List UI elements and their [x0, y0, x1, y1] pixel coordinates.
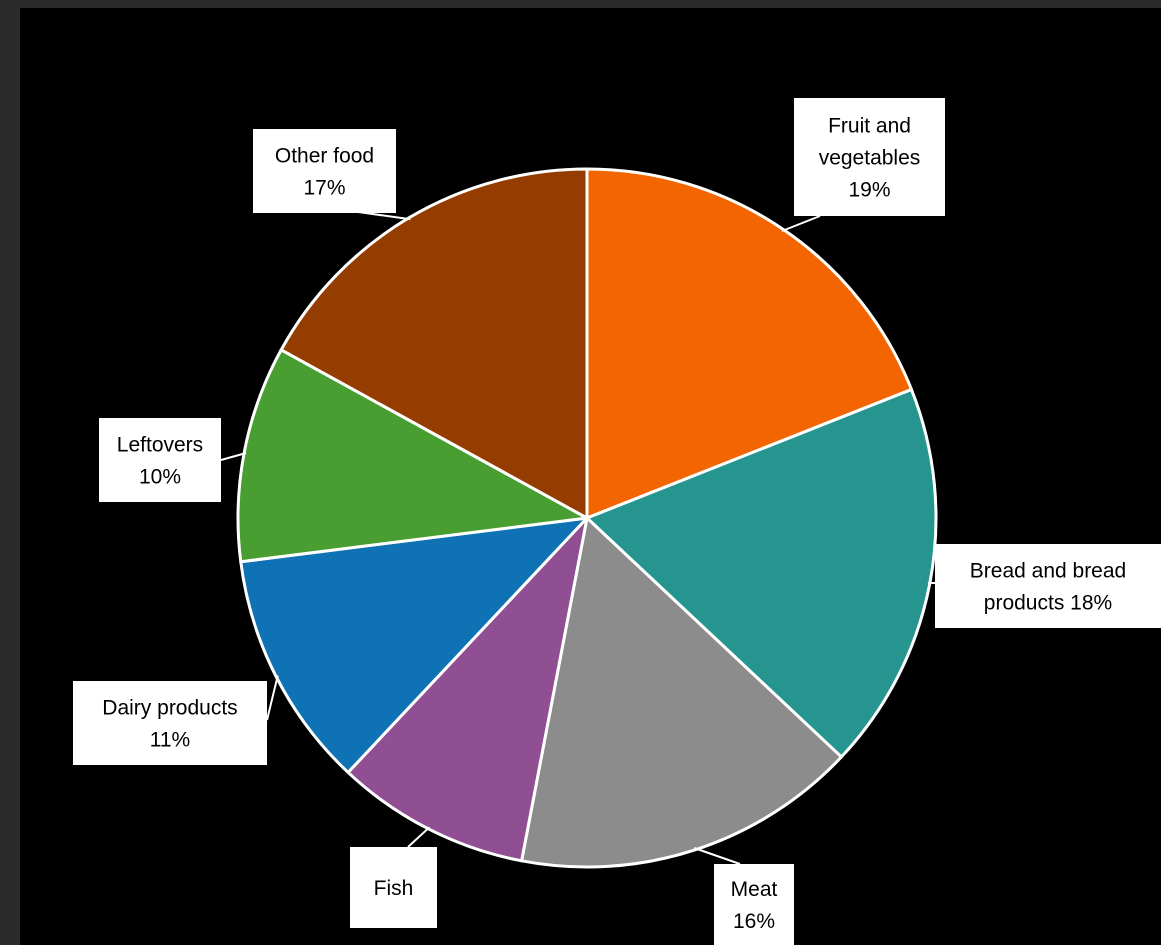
slice-label-dairy-products: Dairy products 11%: [73, 681, 267, 765]
pie-slice-meat: [520, 516, 843, 869]
label-text-line: 17%: [303, 176, 345, 199]
labels-layer: Fruit and vegetables 19% Bread and bread pro…: [73, 98, 1161, 945]
label-text-line: Dairy products: [102, 696, 237, 719]
chart-area: Fruit and vegetables 19% Bread and bread pro…: [20, 8, 1161, 945]
label-text-line: vegetables: [819, 146, 921, 169]
label-text-line: 11%: [150, 728, 190, 751]
label-text-line: Meat: [731, 878, 778, 901]
leader-line-fish: [407, 826, 431, 848]
pie-chart: Fruit and vegetables 19% Bread and bread pro…: [20, 8, 1161, 945]
label-box: [714, 864, 794, 945]
pie-slice-dairy-products: [239, 516, 589, 774]
leader-line-dairy-products: [266, 675, 279, 721]
pie-slice-fruit-and-vegetables: [585, 167, 913, 520]
slice-label-fish: Fish: [350, 847, 437, 928]
label-box: [253, 129, 396, 213]
slice-label-other-food: Other food 17%: [253, 129, 396, 213]
label-text-line: Other food: [275, 144, 374, 167]
slice-label-fruit-and-vegetables: Fruit and vegetables 19%: [794, 98, 945, 216]
slice-label-meat: Meat 16%: [714, 864, 794, 945]
label-box: [350, 847, 437, 928]
leader-line-fruit-and-vegetables: [781, 215, 821, 232]
label-text-line: 16%: [733, 910, 775, 933]
slice-label-leftovers: Leftovers 10%: [99, 418, 221, 502]
label-box: [935, 544, 1161, 628]
label-text-line: 10%: [139, 465, 181, 488]
pie-slice-other-food: [279, 167, 589, 520]
label-text-line: 19%: [848, 178, 890, 201]
label-box: [73, 681, 267, 765]
label-text-line: Leftovers: [117, 433, 203, 456]
slice-label-bread-and-bread-products: Bread and bread products 18%: [935, 544, 1161, 628]
leader-line-leftovers: [220, 452, 247, 461]
label-box: [794, 98, 945, 216]
slices-layer: [236, 167, 938, 869]
label-text-line: Bread and bread: [970, 559, 1126, 582]
label-text-line: products 18%: [984, 591, 1112, 614]
leader-line-meat: [693, 847, 741, 865]
label-box: [99, 418, 221, 502]
label-text-line: Fruit and: [828, 114, 911, 137]
label-text-line: Fish: [374, 877, 414, 900]
